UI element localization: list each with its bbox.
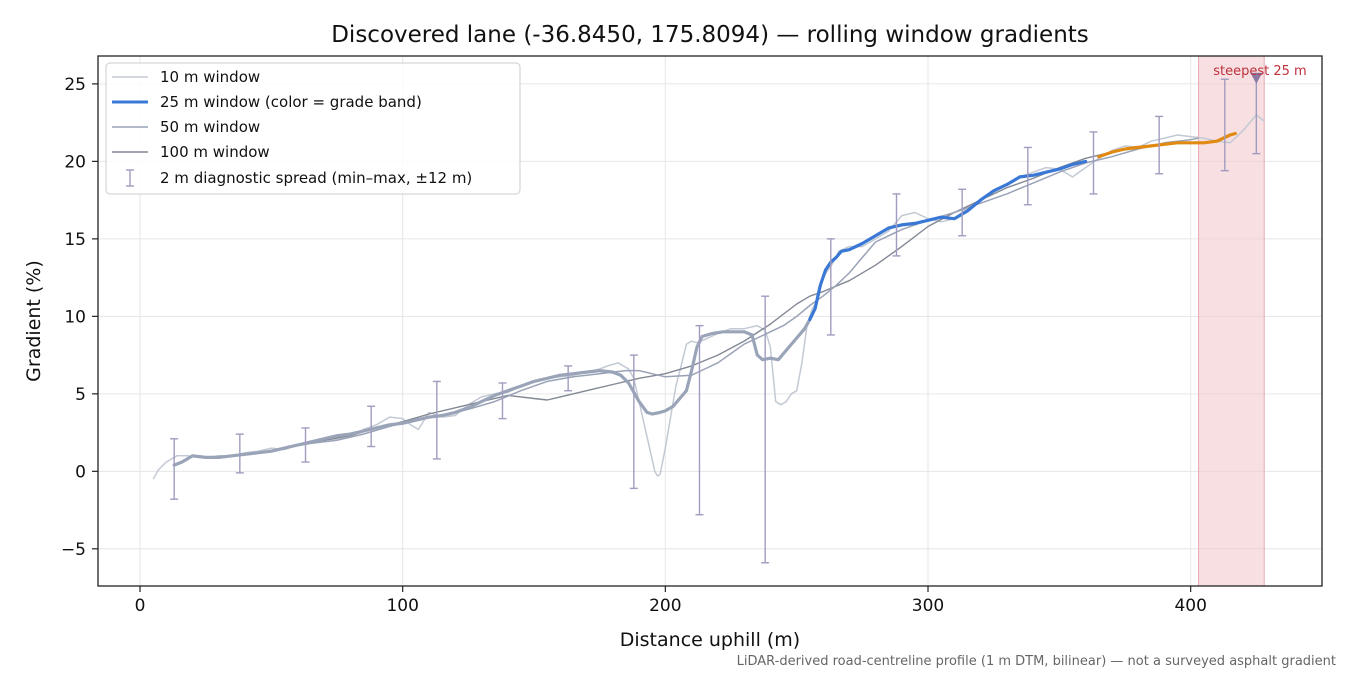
legend-label-w50: 50 m window [160,118,260,136]
legend-box [105,62,521,195]
error-bar [1023,146,1032,206]
error-bar [301,427,310,463]
y-tick-label: 10 [64,307,86,327]
x-tick-label: 0 [135,596,146,616]
x-tick-label: 400 [1174,596,1206,616]
legend-label-errorbar: 2 m diagnostic spread (min–max, ±12 m) [160,169,472,187]
error-bar [498,382,507,420]
series-line-w25-blue [808,159,1088,322]
steepest-marker-triangle [1250,72,1263,84]
y-tick-label: 5 [75,385,86,405]
error-bar [1155,115,1164,175]
steepest-label: steepest 25 m [1213,64,1306,79]
error-bar [826,238,835,336]
steepest-highlight [1198,55,1265,587]
footnote: LiDAR-derived road-centreline profile (1… [737,654,1336,669]
error-bars [170,75,1261,564]
error-bar [695,324,704,516]
error-bar [1089,131,1098,195]
legend-swatch-errorbar [126,169,134,187]
y-tick-label: −5 [61,540,86,560]
x-tick-label: 300 [912,596,944,616]
error-bar [1220,78,1229,172]
error-bar [958,188,967,237]
error-bar [761,295,770,564]
series-line-w25-orange [1097,131,1237,159]
plot-area [97,55,1323,587]
error-bar [564,365,573,392]
x-axis-label: Distance uphill (m) [620,629,800,651]
plot-frame [97,55,1323,587]
legend-label-w10: 10 m window [160,68,260,86]
error-bar [892,193,901,257]
steepest-band [1198,55,1265,587]
y-tick-label: 15 [64,230,86,250]
error-bar [367,405,376,448]
y-axis-ticks: −5 0 5 10 15 20 25 [61,75,98,560]
y-axis-label: Gradient (%) [23,260,45,382]
legend: 10 m window 25 m window (color = grade b… [105,62,521,195]
legend-label-w25: 25 m window (color = grade band) [160,93,422,111]
x-tick-label: 200 [649,596,681,616]
error-bar [432,380,441,460]
series-lines [152,114,1265,480]
steepest-marker [1250,72,1263,84]
x-axis-ticks: 0 100 200 300 400 [135,586,1207,616]
error-bar [629,354,638,490]
series-line-w25-gray [172,317,812,467]
x-tick-label: 100 [386,596,418,616]
y-tick-label: 25 [64,75,86,95]
legend-label-w100: 100 m window [160,143,270,161]
error-bar [235,433,244,474]
y-tick-label: 20 [64,152,86,172]
error-bar [170,438,179,500]
y-tick-label: 0 [75,462,86,482]
chart-title: Discovered lane (-36.8450, 175.8094) — r… [331,22,1089,48]
